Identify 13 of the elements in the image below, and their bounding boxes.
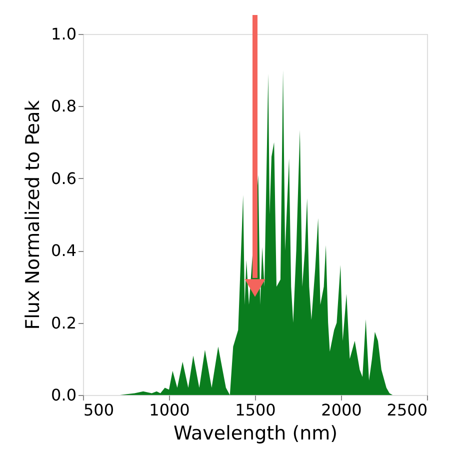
y-tick-label: 0.2 <box>51 313 76 332</box>
x-axis-title: Wavelength (nm) <box>173 422 338 444</box>
y-tick-label: 1.0 <box>51 24 76 44</box>
y-tick-label: 0.0 <box>51 386 76 404</box>
x-tick-label: 2500 <box>386 400 428 420</box>
x-tick-label: 1500 <box>235 400 276 420</box>
x-tick-label: 500 <box>84 400 114 420</box>
y-tick-label: 0.6 <box>51 168 76 188</box>
y-axis-title: Flux Normalized to Peak <box>22 100 44 330</box>
y-tick-label: 0.8 <box>51 96 76 116</box>
x-tick-label: 1000 <box>149 400 190 420</box>
x-tick-label: 2000 <box>321 400 362 420</box>
y-tick-label: 0.4 <box>51 241 76 260</box>
